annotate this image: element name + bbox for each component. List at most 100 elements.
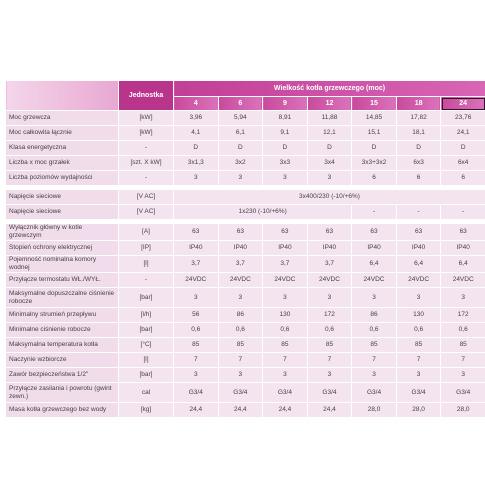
- row-unit: [l]: [118, 352, 174, 368]
- value-cell: D: [173, 140, 219, 156]
- value-cell: 86: [217, 307, 264, 323]
- value-cell: 4,1: [173, 125, 219, 141]
- value-cell: D: [306, 140, 353, 156]
- row-unit: [kg]: [118, 402, 174, 418]
- column-header: 24: [440, 96, 485, 111]
- table-row: Pojemność nominalna komory wodnej [l] 3,7 3…: [5, 255, 485, 273]
- value-cell: 3x3+3x2: [351, 155, 397, 171]
- value-cell: G3/4: [306, 382, 353, 403]
- value-cell: 12,1: [306, 125, 353, 141]
- value-cell: IP40: [351, 240, 397, 256]
- value-cell: 130: [262, 307, 308, 323]
- table-row: Wyłącznik główny w kotle grzewczym [A] 63 6…: [5, 219, 485, 241]
- value-cell: G3/4: [173, 382, 219, 403]
- row-unit: [l/h]: [118, 307, 174, 323]
- table-row: Minimalne ciśnienie robocze [bar] 0,6 0,6 0,…: [5, 322, 485, 338]
- value-cell: 56: [173, 307, 219, 323]
- row-label: Klasa energetyczna: [5, 140, 119, 156]
- row-label: Maksymalna temperatura kotła: [5, 337, 119, 353]
- value-cell: 6: [351, 170, 397, 188]
- value-cell: 63: [173, 219, 219, 241]
- spec-table: Jednostka Wielkość kotła grzewczego (moc…: [5, 80, 485, 418]
- value-cell: 63: [395, 219, 442, 241]
- value-cell: 3: [262, 367, 308, 383]
- value-cell: 3: [306, 287, 353, 308]
- value-cell: 3,7: [262, 255, 308, 273]
- value-cell: 3: [217, 287, 264, 308]
- value-cell: D: [217, 140, 264, 156]
- value-cell: 130: [395, 307, 442, 323]
- value-cell: 3,96: [173, 110, 219, 126]
- row-label: Moc grzewcza: [5, 110, 119, 126]
- value-cell: 85: [306, 337, 353, 353]
- value-cell: 3: [262, 287, 308, 308]
- value-cell: 3,7: [217, 255, 264, 273]
- value-cell: 3: [395, 287, 442, 308]
- value-cell: 0,6: [306, 322, 353, 338]
- corner-cell: [5, 80, 119, 111]
- value-cell: 24,4: [173, 402, 219, 418]
- table-row: Maksymalne dopuszczalne ciśnienie robocz…: [5, 287, 485, 308]
- value-cell: 3: [173, 170, 219, 188]
- row-unit: [kW]: [118, 110, 174, 126]
- value-cell: G3/4: [351, 382, 397, 403]
- row-label: Maksymalne dopuszczalne ciśnienie robocz…: [5, 287, 119, 308]
- value-cell: G3/4: [262, 382, 308, 403]
- row-unit: -: [118, 170, 174, 188]
- value-cell: 6: [395, 170, 442, 188]
- value-cell: IP40: [440, 240, 485, 256]
- value-cell: 28,0: [395, 402, 442, 418]
- table-row: Zawór bezpieczeństwa 1/2" [bar] 3 3 3 3 3 3 3: [5, 367, 485, 383]
- value-cell: 6,4: [395, 255, 442, 273]
- value-cell: 0,6: [440, 322, 485, 338]
- value-cell: G3/4: [395, 382, 442, 403]
- row-unit: -: [118, 140, 174, 156]
- table-row: Klasa energetyczna - D D D D D D D: [5, 140, 485, 156]
- row-unit: [A]: [118, 219, 174, 241]
- value-cell: 172: [440, 307, 485, 323]
- value-cell: 3x2: [217, 155, 264, 171]
- value-cell: 28,0: [351, 402, 397, 418]
- value-cell: D: [351, 140, 397, 156]
- row-label: Przyłącze zasilania i powrotu (gwint zew…: [5, 382, 119, 403]
- value-cell: 15,1: [351, 125, 397, 141]
- value-cell: D: [262, 140, 308, 156]
- row-label: Zawór bezpieczeństwa 1/2": [5, 367, 119, 383]
- value-cell: 3,7: [173, 255, 219, 273]
- value-cell: 7: [173, 352, 219, 368]
- value-cell: IP40: [173, 240, 219, 256]
- value-cell: 6x3: [395, 155, 442, 171]
- column-header: 9: [262, 96, 308, 111]
- value-cell: 9,1: [262, 125, 308, 141]
- table-row: Masa kotła grzewczego bez wody [kg] 24,4 24…: [5, 402, 485, 418]
- value-cell: 172: [306, 307, 353, 323]
- row-unit: [V AC]: [118, 185, 174, 205]
- row-label: Liczba poziomów wydajności: [5, 170, 119, 188]
- value-cell: 3: [217, 367, 264, 383]
- value-cell: 24VDC: [262, 272, 308, 288]
- value-cell: G3/4: [440, 382, 485, 403]
- table-row: Stopień ochrony elektrycznej [IP] IP40 IP40…: [5, 240, 485, 256]
- table-row: Napięcie sieciowe [V AC] 3x400/230 (-10/+6…: [5, 185, 485, 205]
- table-row: Napięcie sieciowe [V AC] 1x230 (-10/+6%) - -…: [5, 204, 485, 222]
- table-row: Przyłącze zasilania i powrotu (gwint zew…: [5, 382, 485, 403]
- value-cell: 85: [395, 337, 442, 353]
- column-header: 18: [395, 96, 442, 111]
- table-row: Liczba x moc grzałek [szt. X kW] 3x1,3 3x2 3…: [5, 155, 485, 171]
- value-cell: 0,6: [262, 322, 308, 338]
- value-cell: 3: [173, 287, 219, 308]
- row-label: Przyłącze termostatu WŁ./WYŁ.: [5, 272, 119, 288]
- row-unit: [kW]: [118, 125, 174, 141]
- column-header: 15: [351, 96, 397, 111]
- value-cell: 1x230 (-10/+6%): [172, 204, 353, 222]
- value-cell: 3,7: [306, 255, 353, 273]
- value-cell: IP40: [395, 240, 442, 256]
- value-cell: 3: [173, 367, 219, 383]
- value-cell: 3: [262, 170, 308, 188]
- value-cell: 28,0: [440, 402, 485, 418]
- value-cell: -: [395, 204, 442, 222]
- value-cell: 3: [351, 287, 397, 308]
- value-cell: 24VDC: [440, 272, 485, 288]
- value-cell: D: [440, 140, 485, 156]
- row-label: Pojemność nominalna komory wodnej: [5, 255, 119, 273]
